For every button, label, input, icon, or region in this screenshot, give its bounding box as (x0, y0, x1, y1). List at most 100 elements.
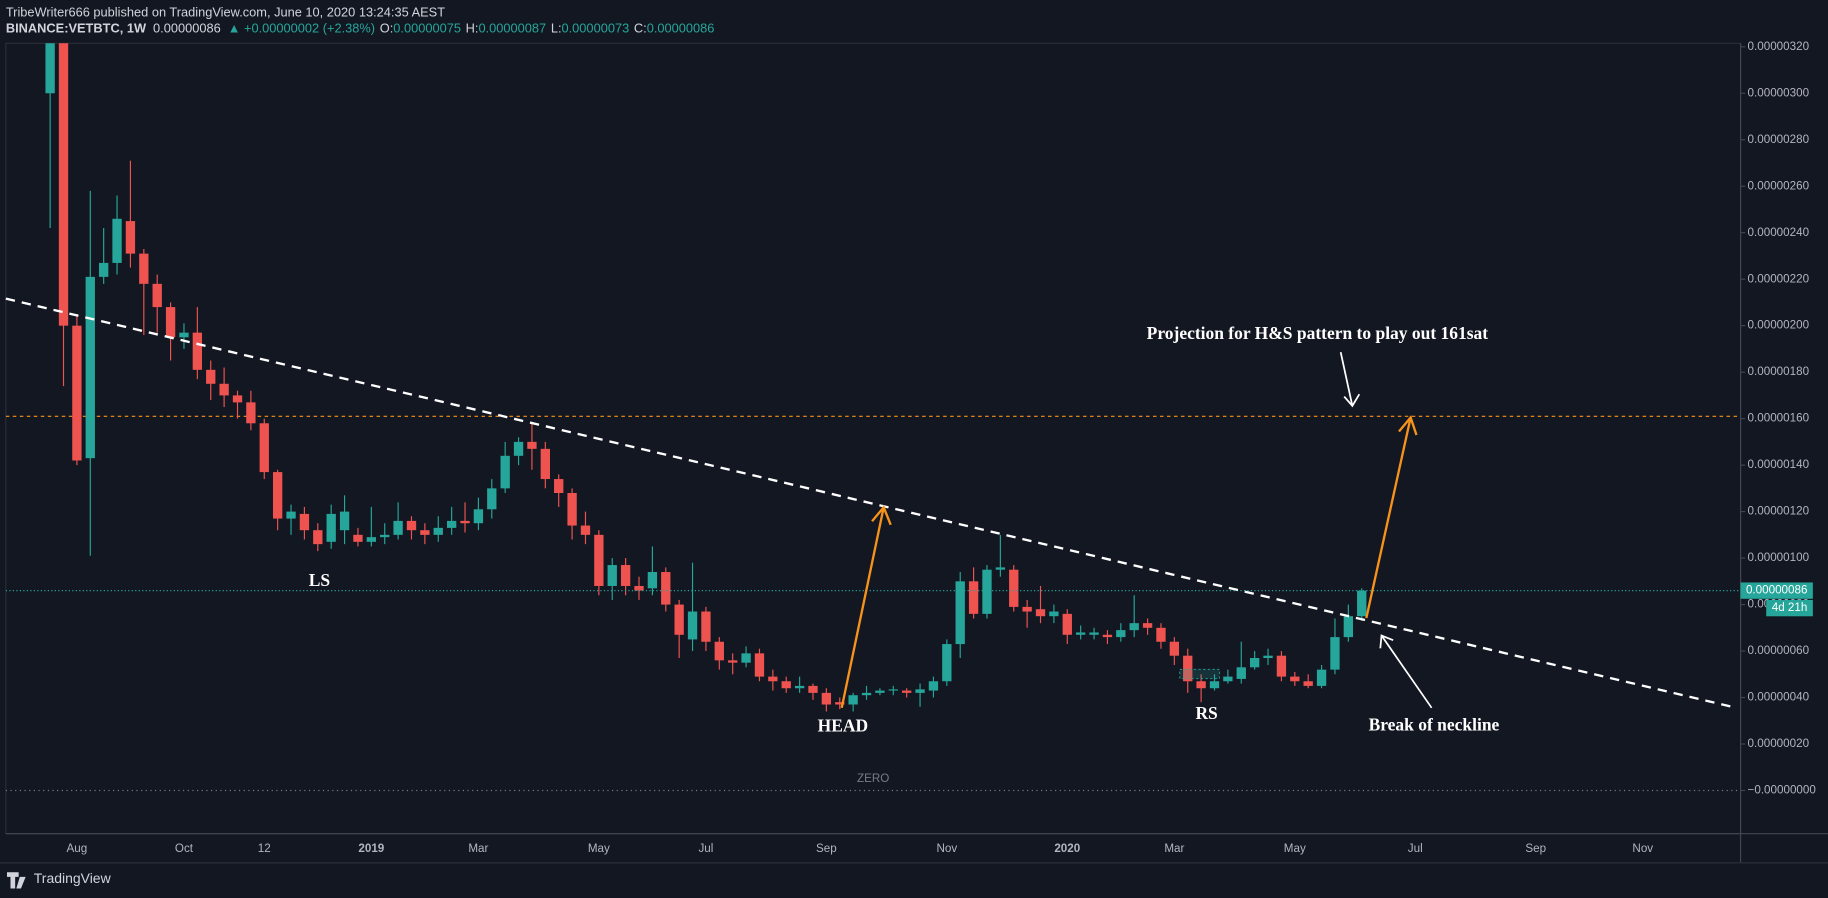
candle-body (152, 283, 162, 308)
candle-body (72, 325, 82, 461)
x-tick-label: 2020 (1054, 842, 1080, 855)
x-tick-label: Sep (816, 842, 837, 855)
candle-body (112, 218, 122, 263)
y-tick-label: 0.00000160 (1748, 412, 1810, 425)
y-tick-label: 0.00000280 (1748, 133, 1810, 146)
candle-body (393, 520, 403, 535)
l: 0.00000073 (562, 21, 630, 36)
candle-body (1290, 676, 1300, 682)
candle-body (1022, 606, 1032, 612)
x-tick-label: May (1284, 842, 1306, 855)
o-label: O: (380, 21, 394, 36)
y-tick-label: −0.00000000 (1748, 784, 1817, 797)
candle-body (313, 530, 323, 545)
candle-body (647, 572, 658, 589)
candle-body (1183, 655, 1193, 682)
arrow (840, 507, 885, 709)
candle-body (888, 689, 898, 691)
candle-body (1303, 681, 1313, 686)
arrow (1339, 352, 1354, 407)
candle-body (85, 276, 95, 459)
candle-body (1062, 613, 1072, 635)
candle-body (446, 520, 457, 528)
candle-body (1316, 669, 1327, 686)
pointer-arrows (1339, 352, 1433, 709)
y-tick-label: 0.00000240 (1748, 226, 1810, 239)
candle-body (58, 43, 69, 326)
candle-body (1129, 623, 1139, 631)
change: ▲ +0.00000002 (+2.38%) (228, 21, 375, 36)
candle-body (915, 689, 925, 693)
candle-body (473, 509, 484, 524)
candle-body (1196, 681, 1206, 689)
c: 0.00000086 (647, 21, 715, 36)
level-label: ZERO (857, 772, 889, 785)
candle-body (594, 534, 604, 586)
candle-body (1089, 632, 1099, 635)
candle-body (607, 565, 617, 586)
candle-body (326, 513, 336, 542)
price-label-box (1740, 582, 1813, 599)
neckline (5, 297, 1732, 708)
logo (6, 872, 26, 889)
candle-body (460, 520, 470, 524)
candle-body (487, 488, 497, 510)
arrow-head (1398, 415, 1418, 436)
annotation: LS (309, 570, 330, 590)
countdown-box (1766, 599, 1813, 617)
candle-body (875, 690, 885, 693)
candle-body (1249, 658, 1260, 668)
candle-body (1169, 641, 1180, 656)
projection-arrows (840, 415, 1418, 709)
candle-body (1102, 634, 1113, 638)
candle-body (674, 604, 684, 635)
candle-body (1209, 681, 1220, 689)
candle-body (982, 569, 992, 614)
candle-body (99, 262, 109, 277)
candle-body (259, 423, 269, 473)
symbol-legend: BINANCE:VETBTC, 1W 0.00000086 ▲ +0.0000000… (6, 21, 715, 36)
candle-body (1156, 627, 1166, 642)
candle-body (513, 441, 524, 456)
y-tick-label: 0.00000260 (1748, 179, 1810, 192)
candle-body (1263, 655, 1273, 659)
candle-body (634, 585, 644, 591)
x-tick-label: Nov (936, 842, 957, 855)
candle-body (1223, 676, 1233, 682)
footer: TradingView (6, 870, 112, 889)
candle-body (835, 702, 845, 705)
arrow (1365, 417, 1412, 619)
candle-body (821, 692, 832, 705)
candle-body (179, 332, 189, 338)
candle-body (768, 676, 778, 682)
candle-body (580, 525, 591, 535)
candle-body (272, 472, 283, 519)
h: 0.00000087 (478, 21, 546, 36)
candle-body (567, 493, 577, 526)
candle-body (246, 402, 256, 424)
candle-body (1357, 590, 1367, 617)
candle-body (955, 581, 965, 645)
candle-body (968, 581, 979, 614)
y-tick-label: 0.00000120 (1748, 505, 1810, 518)
last: 0.00000086 (153, 21, 221, 36)
candle-body (1076, 632, 1086, 635)
annotation: RS (1195, 703, 1217, 723)
candle-body (540, 448, 550, 480)
candle-body (1142, 623, 1153, 628)
y-tick-label: 0.00000020 (1748, 737, 1810, 750)
candle-body (353, 534, 363, 542)
candle-body (1236, 667, 1246, 679)
candle-body (192, 332, 203, 370)
candle-body (286, 511, 296, 519)
countdown: 4d 21h (1772, 601, 1808, 614)
candle-body (366, 537, 376, 542)
y-tick-label: 0.00000040 (1748, 691, 1810, 704)
candle-body (687, 611, 698, 640)
candle-body (928, 681, 939, 691)
candle-body (380, 534, 390, 538)
candle-body (1330, 637, 1340, 670)
plot: ZERO (5, 43, 1741, 792)
brand: TradingView (34, 870, 112, 886)
